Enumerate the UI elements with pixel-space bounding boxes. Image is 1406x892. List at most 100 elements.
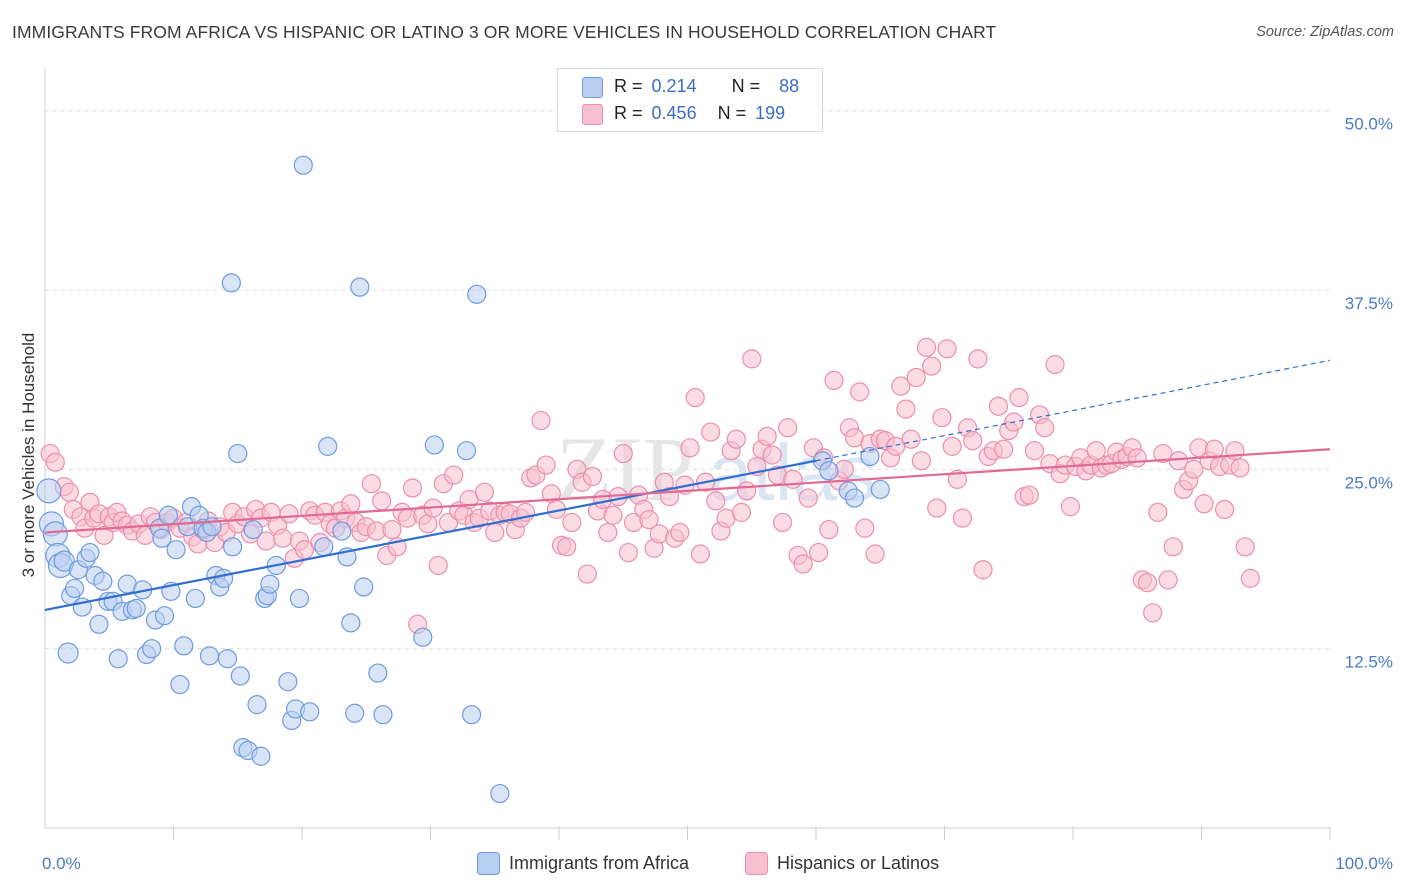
pink-point [808, 542, 829, 563]
legend-blue-r-value: 0.214 [651, 76, 697, 96]
pink-point [891, 376, 911, 396]
blue-point [293, 155, 313, 175]
pink-point [1137, 573, 1158, 593]
blue-point [223, 537, 243, 557]
pink-point [279, 504, 299, 524]
blue-point [870, 479, 890, 500]
blue-point [217, 649, 238, 669]
pink-point [361, 474, 381, 494]
pink-point [1184, 459, 1204, 479]
legend-pink-r-value: 0.456 [651, 103, 697, 123]
blue-point [860, 446, 880, 467]
blue-point [170, 674, 190, 695]
blue-point [413, 627, 433, 647]
pink-point [906, 367, 926, 388]
pink-point [1240, 568, 1260, 588]
bottom-blue-swatch [477, 852, 500, 875]
pink-point [793, 554, 813, 574]
y-tick-label: 25.0% [1345, 473, 1393, 492]
blue-point [490, 783, 510, 804]
blue-point [318, 436, 338, 456]
pink-point [1163, 537, 1183, 557]
pink-point [994, 439, 1014, 459]
pink-point [896, 399, 916, 419]
pink-point [1194, 494, 1214, 514]
blue-swatch [582, 77, 603, 98]
pink-point [536, 455, 556, 475]
blue-point [467, 284, 487, 304]
blue-point [36, 478, 62, 504]
blue-point [64, 578, 85, 599]
pink-point [1019, 485, 1039, 505]
pink-point [762, 445, 782, 465]
pink-point [1153, 443, 1173, 464]
blue-point [368, 663, 388, 683]
bottom-pink-swatch [745, 852, 768, 875]
blue-trend-line [44, 459, 817, 612]
blue-point [166, 540, 186, 560]
pink-point [742, 349, 762, 369]
pink-point [922, 356, 942, 376]
pink-point [1215, 499, 1235, 520]
blue-point [42, 521, 68, 547]
pink-point [731, 502, 752, 522]
pink-point [402, 478, 423, 498]
trend-lines [44, 359, 1331, 612]
pink-point [1060, 497, 1081, 517]
pink-point [562, 512, 582, 533]
blue-point [247, 695, 267, 715]
pink-point [726, 429, 746, 449]
pink-swatch [582, 104, 603, 125]
pink-point [855, 518, 875, 538]
y-tick-label: 50.0% [1345, 115, 1393, 134]
tick-labels: 12.5% 25.0% 37.5% 50.0% 0.0% 100.0% [42, 115, 1393, 873]
pink-point [737, 481, 757, 501]
pink-point [973, 560, 993, 580]
blue-point [93, 571, 113, 591]
blue-point [214, 568, 234, 588]
pink-point [865, 544, 885, 564]
blue-point [350, 277, 370, 297]
blue-point [341, 613, 361, 633]
pink-point [783, 469, 803, 489]
pink-point [273, 528, 293, 548]
pink-point [613, 443, 633, 464]
pink-point [474, 482, 495, 502]
blue-series-points [36, 155, 890, 804]
pink-point [824, 370, 844, 390]
pink-point [59, 482, 80, 502]
pink-point [45, 452, 65, 472]
blue-point [199, 646, 220, 666]
legend-blue-n-label: N = [731, 76, 761, 96]
pink-point [1143, 603, 1163, 623]
pink-point [1235, 537, 1255, 557]
pink-point [798, 488, 818, 508]
blue-point [108, 649, 128, 669]
chart-title: IMMIGRANTS FROM AFRICA VS HISPANIC OR LA… [12, 22, 997, 42]
legend-blue-n-value: 88 [779, 76, 800, 96]
blue-point [228, 443, 248, 464]
blue-point [243, 519, 263, 540]
pink-point [932, 408, 952, 428]
pink-point [598, 522, 618, 543]
pink-point [706, 491, 726, 511]
blue-point [819, 461, 839, 481]
pink-point [952, 508, 973, 528]
blue-point [373, 705, 393, 725]
pink-point [382, 519, 402, 540]
pink-point [685, 388, 705, 408]
pink-point [942, 436, 962, 456]
pink-point [1024, 441, 1045, 461]
pink-point [557, 537, 577, 557]
blue-point [126, 598, 146, 619]
blue-point [158, 505, 178, 525]
pink-point [582, 466, 603, 487]
pink-point [1009, 388, 1029, 408]
pink-point [1086, 441, 1106, 461]
pink-point [1127, 448, 1147, 468]
blue-point [251, 746, 271, 766]
pink-point [947, 469, 967, 489]
blue-point [57, 642, 79, 664]
pink-point [988, 396, 1009, 416]
pink-point [850, 382, 870, 402]
